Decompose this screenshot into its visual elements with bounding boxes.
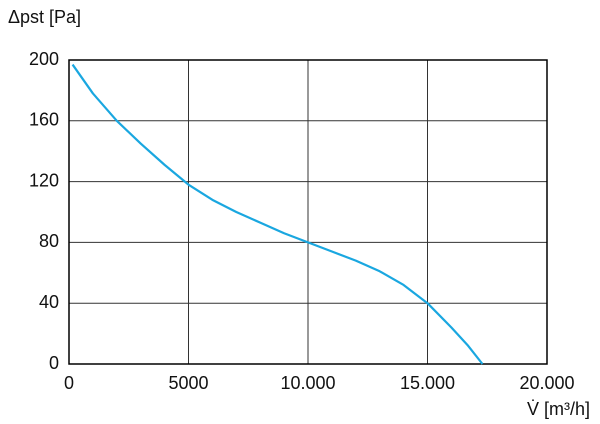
y-axis-label: Δpst [Pa] [8,7,81,27]
x-axis-label: V̇ [m³/h] [527,399,590,419]
y-tick-label: 160 [29,110,59,130]
x-tick-label: 15.000 [400,373,455,393]
y-tick-label: 80 [39,231,59,251]
x-tick-label: 0 [64,373,74,393]
x-tick-label: 5000 [168,373,208,393]
x-tick-label: 20.000 [519,373,574,393]
plot-frame [68,59,548,365]
y-tick-label: 200 [29,49,59,69]
y-tick-label: 40 [39,292,59,312]
line-series [71,63,484,365]
x-tick-label: 10.000 [280,373,335,393]
y-tick-label: 120 [29,170,59,190]
y-tick-label: 0 [49,353,59,373]
